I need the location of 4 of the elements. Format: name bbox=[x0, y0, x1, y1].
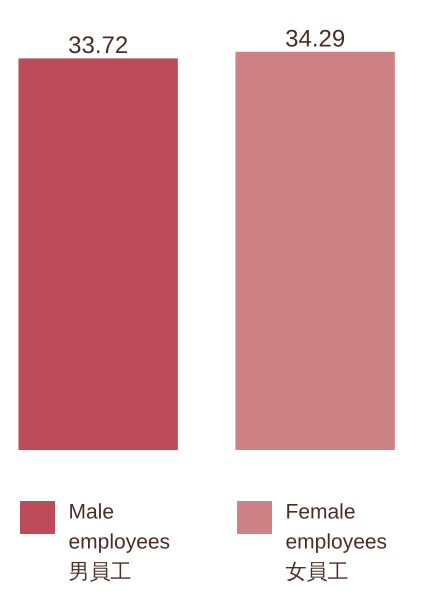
data-label: 33.72 bbox=[68, 32, 128, 59]
data-label: 34.29 bbox=[285, 25, 346, 52]
legend-label: Male employees 男員工 bbox=[68, 500, 170, 584]
legend-label: Female employees 女員工 bbox=[286, 500, 388, 584]
